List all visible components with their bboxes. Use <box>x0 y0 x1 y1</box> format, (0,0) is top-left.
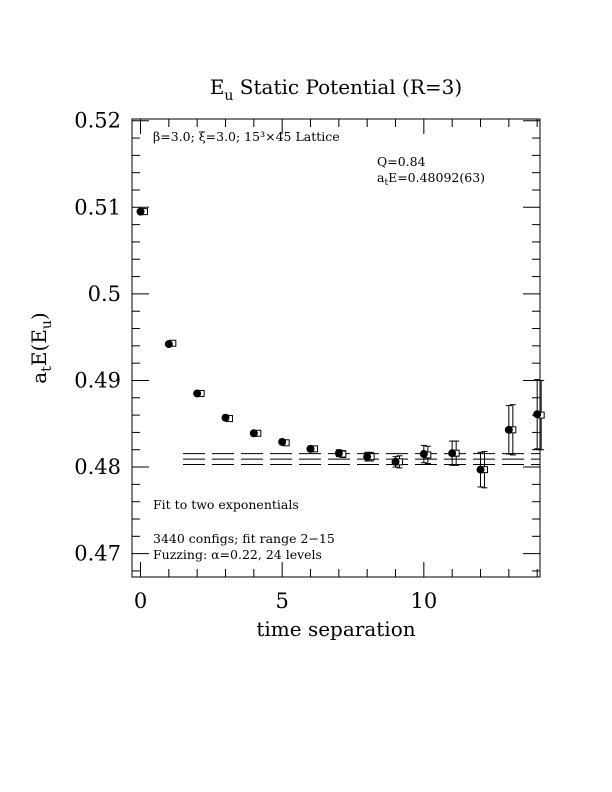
circle-marker <box>136 207 145 216</box>
y-tick-label: 0.5 <box>88 282 121 306</box>
circle-marker <box>221 413 230 422</box>
fit-band <box>183 453 540 466</box>
circle-marker <box>193 389 202 398</box>
x-tick-label: 10 <box>410 589 437 613</box>
energy-annotation: atE=0.48092(63) <box>377 170 485 188</box>
q-value-annotation: Q=0.84 <box>377 154 426 169</box>
plot-frame <box>131 118 541 578</box>
y-tick-label: 0.48 <box>74 455 121 479</box>
circle-marker <box>476 465 485 474</box>
circle-marker <box>391 457 400 466</box>
circle-marker <box>533 410 542 419</box>
circle-marker <box>504 425 513 434</box>
fit-description: Fit to two exponentials <box>153 497 299 512</box>
configs-annotation: 3440 configs; fit range 2−15 <box>153 531 335 546</box>
tick-labels: 0 5 10 0.47 0.48 0.49 0.5 0.51 0.52 <box>74 109 437 613</box>
circle-marker <box>334 449 343 458</box>
plot-border <box>131 118 541 578</box>
circle-marker <box>278 437 287 446</box>
circle-marker <box>448 449 457 458</box>
y-tick-label: 0.49 <box>74 368 121 392</box>
circle-marker <box>306 444 315 453</box>
axis-ticks <box>132 119 540 577</box>
y-axis-label: atE(Eu) <box>27 312 55 383</box>
fuzzing-annotation: Fuzzing: α=0.22, 24 levels <box>153 547 322 562</box>
y-tick-label: 0.52 <box>74 109 121 133</box>
x-tick-label: 5 <box>275 589 288 613</box>
circle-marker <box>419 450 428 459</box>
y-tick-label: 0.51 <box>74 195 121 219</box>
chart-title: Eu Static Potential (R=3) <box>210 75 462 104</box>
lattice-annotation: β=3.0; ξ=3.0; 15³×45 Lattice <box>153 129 340 144</box>
circle-marker <box>249 429 258 438</box>
circle-marker <box>363 452 372 461</box>
y-tick-label: 0.47 <box>74 542 121 566</box>
data-points <box>136 207 545 489</box>
x-tick-label: 0 <box>134 589 147 613</box>
circle-marker <box>164 340 173 349</box>
x-axis-label: time separation <box>256 617 415 641</box>
